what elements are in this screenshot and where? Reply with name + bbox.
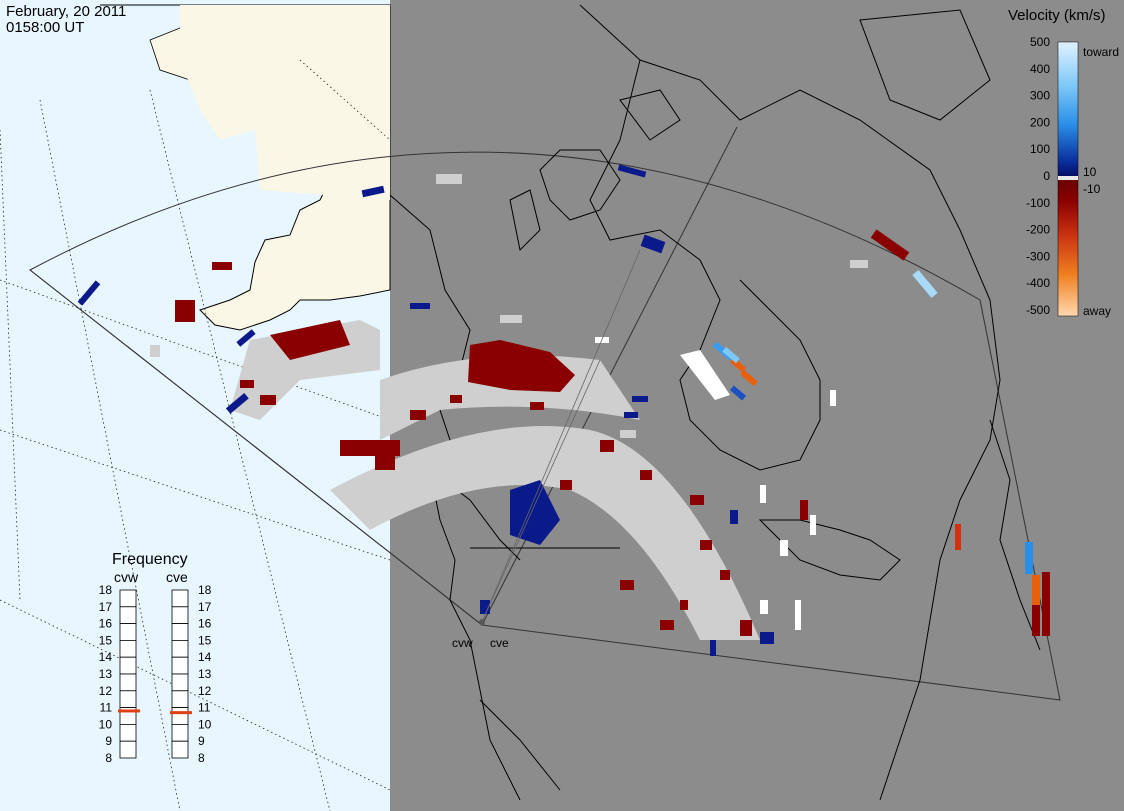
velocity-legend: Velocity (km/s) toward away 10 -10 500 40… — [1008, 7, 1119, 318]
frequency-cell — [119, 606, 137, 624]
frequency-tick-label-left: 12 — [99, 684, 113, 698]
frequency-tick-label-left: 8 — [105, 751, 112, 765]
velocity-tick-label: -200 — [1026, 223, 1050, 237]
frequency-cell — [119, 740, 137, 759]
radar-label-east: cve — [490, 636, 509, 650]
velocity-tick-label: -300 — [1026, 249, 1050, 263]
frequency-cell — [119, 640, 137, 658]
frequency-radar-label-2: cve — [166, 569, 188, 585]
frequency-cell — [171, 690, 189, 708]
frequency-marker — [118, 709, 140, 713]
frequency-cell — [119, 589, 137, 608]
velocity-tick-label: 300 — [1030, 89, 1050, 103]
frequency-tick-label-left: 17 — [99, 600, 113, 614]
frequency-tick-label-left: 14 — [99, 650, 113, 664]
frequency-cell — [171, 623, 189, 641]
toward-scatter — [77, 164, 774, 656]
toward-fast-scatter — [712, 269, 1033, 574]
frequency-tick-label-right: 11 — [198, 701, 211, 715]
frequency-tick-label-right: 18 — [198, 583, 212, 597]
legend-toward-label: toward — [1083, 45, 1119, 59]
velocity-legend-title: Velocity (km/s) — [1008, 7, 1106, 24]
frequency-tick-label-right: 9 — [198, 734, 205, 748]
velocity-tick-label: 0 — [1043, 169, 1050, 183]
frequency-cell — [171, 724, 189, 742]
away-scatter — [175, 229, 1050, 636]
velocity-tick-label: 500 — [1030, 35, 1050, 49]
frequency-cell — [119, 690, 137, 708]
frequency-radar-label-1: cvw — [114, 569, 139, 585]
frequency-tick-label-left: 16 — [99, 617, 113, 631]
frequency-marker — [170, 711, 192, 715]
date-label: February, 20 2011 — [6, 3, 126, 20]
frequency-tick-label-right: 12 — [198, 684, 212, 698]
velocity-tick-label: 200 — [1030, 115, 1050, 129]
velocity-tick-label: 100 — [1030, 142, 1050, 156]
frequency-cell — [119, 623, 137, 641]
frequency-tick-label-left: 15 — [99, 633, 113, 647]
frequency-cell — [171, 589, 189, 608]
frequency-tick-label-left: 10 — [99, 717, 113, 731]
frequency-cell — [119, 656, 137, 675]
frequency-title: Frequency — [112, 551, 188, 568]
frequency-cell — [119, 673, 137, 692]
legend-away-label: away — [1083, 304, 1111, 318]
frequency-tick-label-right: 14 — [198, 650, 212, 664]
frequency-tick-label-right: 13 — [198, 667, 212, 681]
frequency-cell — [171, 640, 189, 658]
frequency-tick-label-right: 8 — [198, 751, 205, 765]
frequency-cell — [171, 740, 189, 759]
frequency-tick-label-right: 17 — [198, 600, 212, 614]
frequency-cell — [171, 707, 189, 725]
frequency-tick-label-right: 16 — [198, 617, 212, 631]
legend-small-pos: 10 — [1083, 165, 1097, 179]
frequency-cell — [171, 606, 189, 624]
velocity-tick-label: -400 — [1026, 276, 1050, 290]
zero-band — [1058, 176, 1078, 180]
frequency-tick-label-left: 18 — [99, 583, 113, 597]
velocity-tick-label: -100 — [1026, 196, 1050, 210]
time-label: 0158:00 UT — [6, 19, 84, 36]
frequency-tick-label-left: 11 — [100, 701, 113, 715]
frequency-tick-label-right: 10 — [198, 717, 212, 731]
frequency-tick-label-left: 13 — [99, 667, 113, 681]
frequency-tick-label-left: 9 — [105, 734, 112, 748]
velocity-tick-label: 400 — [1030, 62, 1050, 76]
frequency-tick-label-right: 15 — [198, 633, 212, 647]
frequency-cell — [171, 656, 189, 675]
frequency-cell — [171, 673, 189, 692]
sunlit-landmass-ne — [180, 5, 390, 200]
frequency-legend: Frequency cvw cve 18 18 17 17 16 16 15 15 14 14 13… — [99, 551, 212, 765]
radar-beams — [481, 249, 641, 623]
velocity-tick-label: -500 — [1026, 303, 1050, 317]
frequency-cell — [119, 724, 137, 742]
legend-small-neg: -10 — [1083, 182, 1101, 196]
graticule — [0, 59, 391, 811]
radar-label-west: cvw — [452, 636, 473, 650]
